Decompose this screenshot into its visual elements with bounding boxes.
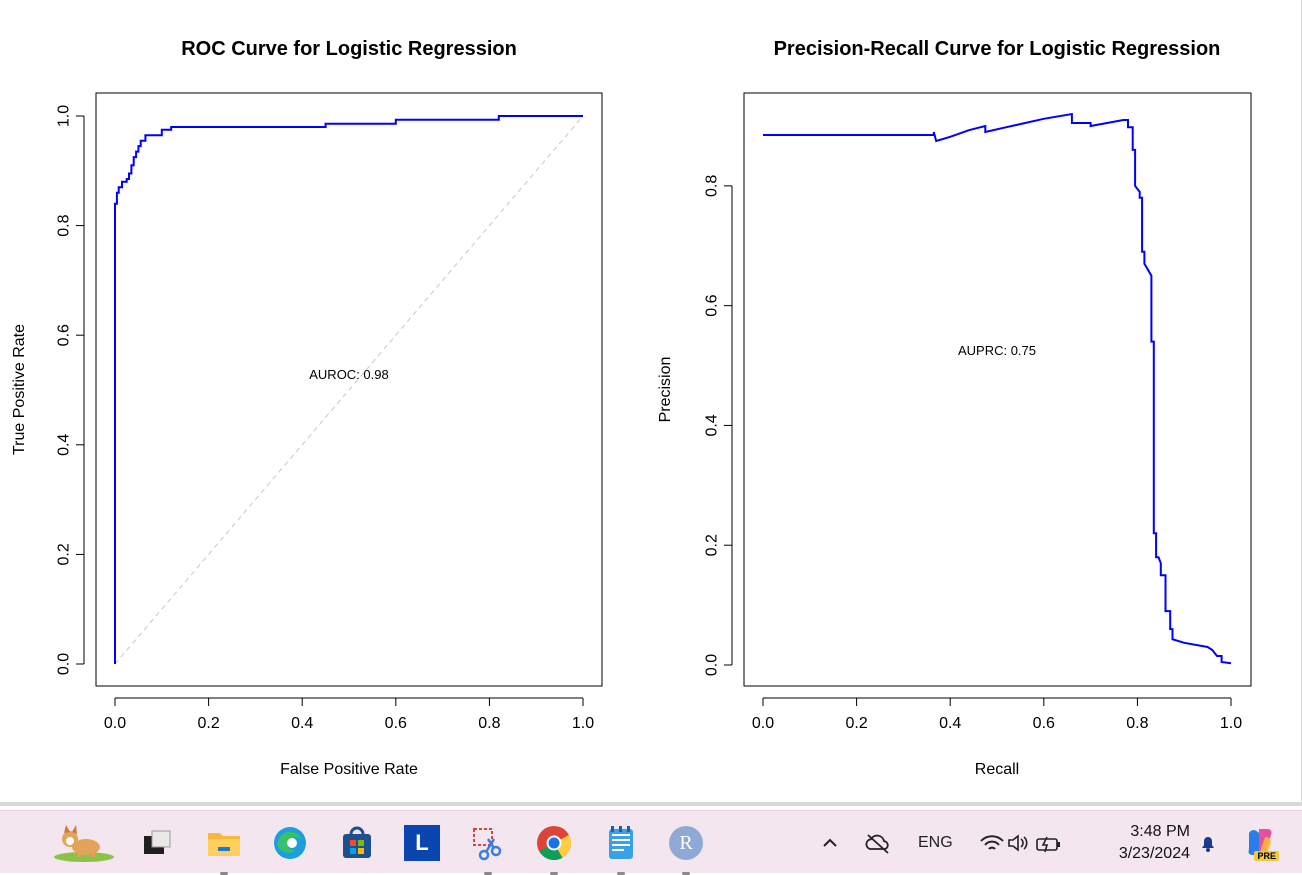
roc-chart: ROC Curve for Logistic Regression 0.0 0.2 0… <box>11 38 603 778</box>
quick-settings-button[interactable] <box>978 811 1062 874</box>
x-axis-label: False Positive Rate <box>280 761 418 778</box>
corgi-widgets-icon[interactable] <box>48 823 118 863</box>
language-label: ENG <box>918 833 953 851</box>
plot-frame <box>95 92 603 687</box>
l-app-glyph: L <box>404 825 440 861</box>
x-tick-label: 1.0 <box>1220 715 1242 732</box>
file-explorer-icon[interactable] <box>204 823 244 875</box>
pr-chart: Precision-Recall Curve for Logistic Regr… <box>657 38 1252 778</box>
y-tick-label: 0.0 <box>704 654 721 676</box>
volume-icon <box>1008 833 1028 852</box>
y-tick-label: 0.6 <box>704 294 721 316</box>
show-hidden-icons-button[interactable] <box>820 811 840 874</box>
x-tick-label: 0.6 <box>1033 715 1055 732</box>
chevron-up-icon <box>823 838 837 847</box>
r-app-glyph: R <box>669 826 703 860</box>
series-line <box>763 112 1232 665</box>
y-axis-label: True Positive Rate <box>11 324 28 455</box>
reference-diagonal <box>114 115 584 665</box>
clock-date: 3/23/2024 <box>1118 845 1190 862</box>
y-tick-label: 0.4 <box>704 414 721 436</box>
snipping-tool-icon[interactable] <box>468 823 508 875</box>
taskbar: L <box>0 810 1302 875</box>
chart-title: ROC Curve for Logistic Regression <box>181 38 517 60</box>
bell-icon <box>1202 836 1214 852</box>
chart-annotation: AUPRC: 0.75 <box>958 343 1036 358</box>
x-axis-label: Recall <box>975 761 1019 778</box>
window-bottom-edge <box>0 802 1302 806</box>
chrome-icon[interactable] <box>534 823 574 875</box>
x-tick-label: 1.0 <box>572 715 594 732</box>
wifi-icon <box>980 834 1004 850</box>
l-app-icon[interactable]: L <box>402 823 442 863</box>
x-tick-label: 0.2 <box>197 715 219 732</box>
x-tick-label: 0.0 <box>752 715 774 732</box>
battery-icon <box>1036 836 1060 852</box>
x-tick-label: 0.4 <box>291 715 313 732</box>
notifications-button[interactable] <box>1196 811 1220 874</box>
y-tick-label: 0.4 <box>56 434 73 456</box>
copilot-preview-badge: PRE <box>1254 850 1279 861</box>
copilot-icon: PRE <box>1243 825 1279 861</box>
edge-icon[interactable] <box>270 823 310 863</box>
onedrive-offline-icon[interactable] <box>864 811 892 874</box>
x-tick-label: 0.4 <box>939 715 961 732</box>
y-tick-label: 0.8 <box>56 214 73 236</box>
series-line <box>114 115 583 664</box>
chart-annotation: AUROC: 0.98 <box>309 367 388 382</box>
plot-window: ROC Curve for Logistic Regression 0.0 0.2 0… <box>0 0 1302 806</box>
task-view-icon[interactable] <box>137 823 177 863</box>
x-tick-label: 0.2 <box>845 715 867 732</box>
y-tick-label: 0.2 <box>704 534 721 556</box>
x-tick-label: 0.6 <box>385 715 407 732</box>
clock-time: 3:48 PM <box>1130 823 1190 840</box>
y-axis-label: Precision <box>657 357 674 423</box>
clock[interactable]: 3:48 PM 3/23/2024 <box>1119 821 1190 865</box>
y-tick-label: 0.2 <box>56 543 73 565</box>
store-icon[interactable] <box>337 823 377 863</box>
y-tick-label: 0.0 <box>56 653 73 675</box>
plot-frame <box>743 92 1252 687</box>
language-indicator[interactable]: ENG <box>918 811 953 874</box>
x-tick-label: 0.0 <box>104 715 126 732</box>
notepad-icon[interactable] <box>601 823 641 875</box>
x-tick-label: 0.8 <box>478 715 500 732</box>
r-app-icon[interactable]: R <box>666 823 706 875</box>
copilot-button[interactable]: PRE <box>1243 811 1279 874</box>
y-tick-label: 0.6 <box>56 324 73 346</box>
y-tick-label: 0.8 <box>704 175 721 197</box>
chart-title: Precision-Recall Curve for Logistic Regr… <box>774 38 1221 60</box>
y-tick-label: 1.0 <box>56 105 73 127</box>
x-tick-label: 0.8 <box>1126 715 1148 732</box>
